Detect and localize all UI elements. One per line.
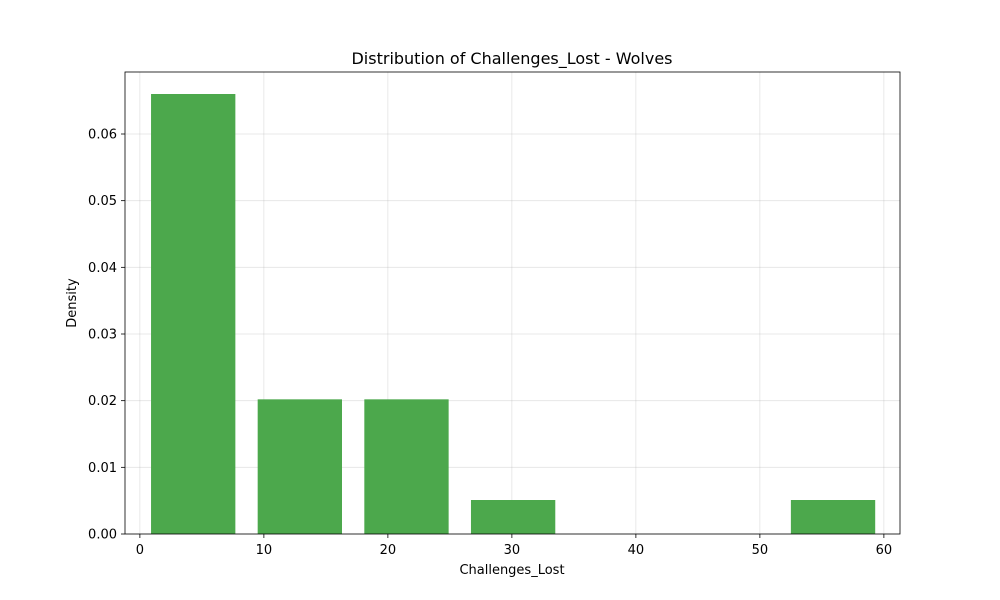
histogram-bar-5	[790, 500, 876, 534]
y-axis-label: Density	[65, 278, 80, 328]
y-tick-label: 0.04	[88, 261, 117, 276]
x-tick-label: 0	[136, 543, 144, 558]
y-tick-label: 0.02	[88, 394, 117, 409]
histogram-bar-1	[151, 94, 236, 534]
histogram-bar-4	[470, 500, 556, 534]
x-axis-label: Challenges_Lost	[459, 563, 564, 578]
y-tick-label: 0.03	[88, 328, 117, 343]
x-axis-ticks: 0 10 20 30 40 50 60	[136, 534, 892, 558]
y-tick-label: 0.00	[88, 528, 117, 543]
histogram-bar-3	[364, 399, 449, 534]
x-tick-label: 60	[876, 543, 893, 558]
chart-title: Distribution of Challenges_Lost - Wolves	[351, 49, 672, 69]
bars	[151, 94, 876, 534]
y-tick-label: 0.01	[88, 461, 117, 476]
x-tick-label: 20	[380, 543, 397, 558]
x-tick-label: 40	[628, 543, 645, 558]
x-tick-label: 30	[504, 543, 521, 558]
y-tick-label: 0.05	[88, 194, 117, 209]
grid-lines	[125, 72, 900, 535]
plot-frame	[124, 71, 901, 535]
y-tick-label: 0.06	[88, 128, 117, 143]
x-tick-label: 50	[752, 543, 769, 558]
histogram-bar-2	[257, 399, 342, 534]
y-axis-ticks: 0.00 0.01 0.02 0.03 0.04 0.05 0.06	[88, 128, 125, 543]
x-tick-label: 10	[256, 543, 273, 558]
